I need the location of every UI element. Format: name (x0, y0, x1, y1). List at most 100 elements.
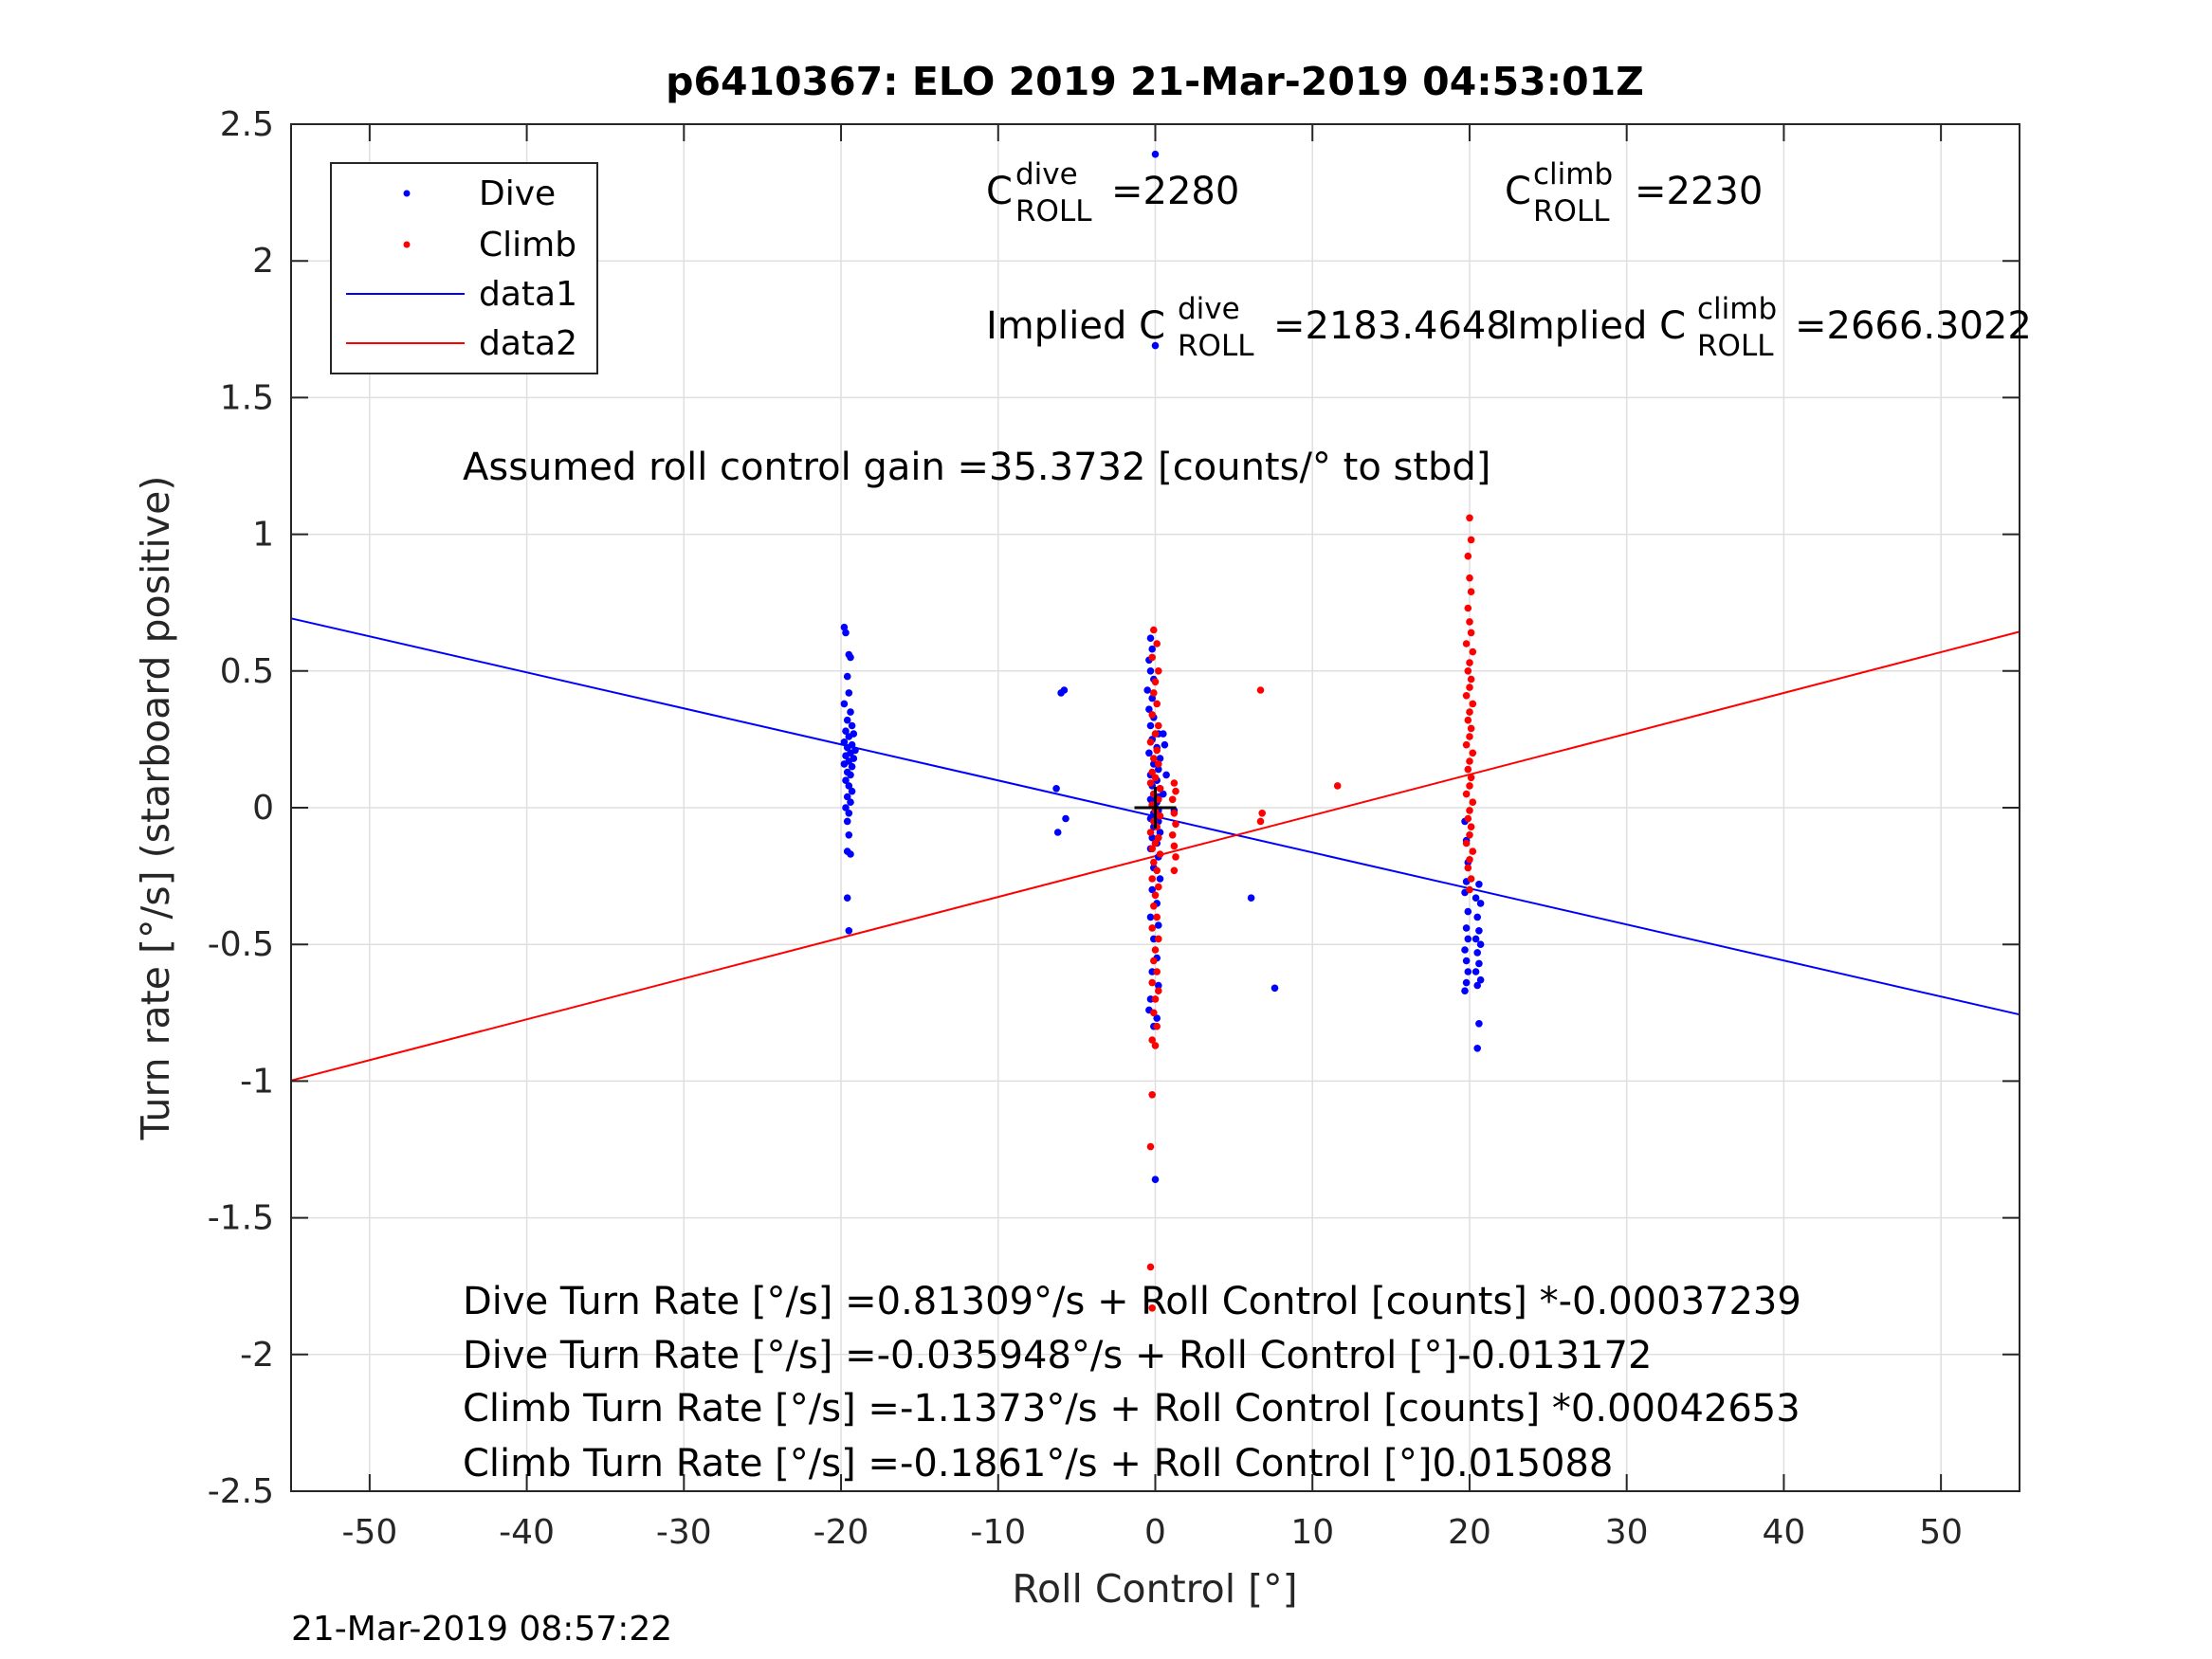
dive-point (1148, 833, 1156, 842)
x-tick-label: 50 (1919, 1513, 1963, 1552)
climb-point (1466, 708, 1473, 716)
dive-point (1148, 694, 1156, 702)
tick-marks (291, 123, 2020, 1492)
climb-point (1151, 678, 1160, 686)
implied-climb-sub: ROLL (1697, 329, 1774, 363)
climb-point (1148, 875, 1156, 883)
c-climb-value: =2230 (1635, 170, 1763, 213)
climb-point (1153, 746, 1161, 755)
climb-point (1151, 774, 1160, 782)
dive-point (842, 629, 850, 637)
climb-point (1462, 839, 1471, 848)
climb-point (1153, 640, 1161, 647)
dive-point (1160, 730, 1167, 738)
climb-point (1462, 640, 1471, 647)
climb-point (1170, 810, 1179, 817)
climb-point (1146, 779, 1155, 787)
dive-point (1473, 913, 1481, 921)
climb-point (1146, 829, 1155, 836)
dive-point (1247, 894, 1255, 902)
climb-point (1155, 833, 1162, 842)
dive-equation-degrees: Dive Turn Rate [°/s] =-0.035948°/s + Rol… (463, 1334, 1652, 1377)
dive-point (1143, 686, 1151, 694)
climb-point (1467, 675, 1475, 684)
roll-gain-annotation: Assumed roll control gain =35.3732 [coun… (463, 446, 1490, 489)
timestamp: 21-Mar-2019 08:57:22 (291, 1610, 672, 1649)
c-climb-base: C (1505, 170, 1531, 213)
climb-point (1155, 987, 1162, 994)
climb-point (1170, 842, 1179, 850)
dive-point (1462, 924, 1471, 932)
scatter-points (840, 150, 1485, 1312)
climb-point (1469, 700, 1477, 708)
dive-point (1472, 935, 1480, 943)
dive-point (842, 727, 850, 735)
climb-point (1467, 536, 1475, 544)
climb-point (1168, 795, 1177, 804)
dive-point (1155, 981, 1162, 990)
dive-point (1146, 721, 1155, 730)
implied-dive-value: =2183.4648 (1273, 304, 1510, 348)
climb-point (1467, 724, 1475, 733)
climb-point (1170, 866, 1179, 875)
climb-point (1467, 875, 1475, 883)
climb-point (1168, 831, 1177, 839)
dive-point (843, 894, 851, 902)
climb-point (1148, 845, 1156, 853)
climb-point (1464, 604, 1472, 612)
climb-point (1153, 1022, 1161, 1030)
climb-point (1467, 823, 1475, 830)
y-tick-label: -1.5 (208, 1199, 274, 1238)
climb-point (1469, 749, 1477, 757)
dive-point (840, 760, 849, 768)
tick-labels: -50 -40 -30 -20 -10 0 10 20 30 40 50-2.5-2-1.5-1-0… (208, 105, 1963, 1552)
c-dive-sub: ROLL (1015, 194, 1092, 228)
climb-point (1151, 946, 1160, 954)
dive-point (1146, 634, 1155, 642)
climb-point (1256, 817, 1265, 826)
x-tick-label: -40 (499, 1513, 555, 1552)
dive-point (1461, 946, 1469, 954)
dive-point (1148, 645, 1156, 653)
x-tick-label: -10 (970, 1513, 1026, 1552)
climb-point (1467, 588, 1475, 595)
climb-point (1153, 968, 1161, 975)
climb-point (1155, 721, 1162, 730)
dive-point (1155, 921, 1162, 929)
dive-point (842, 776, 850, 784)
center-marker (1134, 787, 1177, 829)
dive-point (1472, 968, 1480, 975)
x-tick-label: -50 (341, 1513, 397, 1552)
climb-point (1150, 1009, 1158, 1017)
dive-point (1151, 150, 1160, 158)
climb-point (1466, 856, 1473, 864)
legend-data1-label: data1 (479, 275, 577, 314)
y-tick-label: -2 (240, 1336, 274, 1375)
climb-point (1148, 1036, 1156, 1044)
climb-point (1466, 885, 1473, 894)
climb-point (1466, 574, 1473, 582)
climb-point (1148, 978, 1156, 987)
climb-point (1153, 700, 1161, 708)
dive-point (847, 771, 854, 779)
dive-point (845, 927, 853, 935)
dive-point (1151, 1176, 1160, 1183)
x-tick-label: 0 (1144, 1513, 1166, 1552)
climb-point (1469, 798, 1477, 806)
climb-point (1462, 740, 1471, 749)
climb-point (1469, 647, 1477, 656)
dive-point (1145, 705, 1153, 713)
climb-point (1146, 1263, 1155, 1271)
dive-point (1060, 686, 1069, 694)
dive-point (843, 716, 851, 724)
dive-point (1464, 968, 1472, 975)
c-climb-sup: climb (1533, 157, 1613, 191)
climb-point (1150, 626, 1158, 634)
climb-point (1155, 760, 1162, 768)
climb-point (1148, 653, 1156, 662)
climb-point (1466, 782, 1473, 790)
c-dive-value: =2280 (1111, 170, 1239, 213)
climb-point (1466, 684, 1473, 691)
climb-point (1151, 839, 1160, 848)
